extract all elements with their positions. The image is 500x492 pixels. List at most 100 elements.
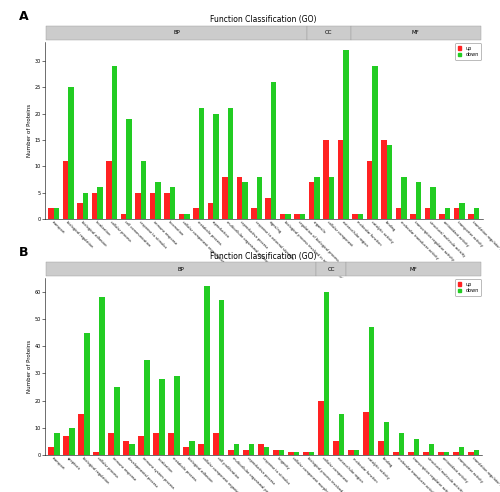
Bar xyxy=(352,214,358,219)
Bar xyxy=(393,452,398,455)
Bar xyxy=(251,209,256,219)
Bar xyxy=(324,292,330,455)
Bar xyxy=(316,262,346,276)
Bar xyxy=(350,26,481,40)
Bar xyxy=(249,444,254,455)
Text: MF: MF xyxy=(412,31,420,35)
Bar xyxy=(129,444,134,455)
Bar xyxy=(99,297,104,455)
Bar xyxy=(62,161,68,219)
Bar xyxy=(408,452,414,455)
Bar xyxy=(398,433,404,455)
Bar xyxy=(428,444,434,455)
Bar xyxy=(183,447,189,455)
Bar xyxy=(444,452,449,455)
Bar xyxy=(54,209,59,219)
Bar xyxy=(324,140,329,219)
Bar xyxy=(286,214,291,219)
Bar xyxy=(368,327,374,455)
Bar xyxy=(387,145,392,219)
Bar xyxy=(82,192,88,219)
Bar xyxy=(258,444,264,455)
Bar xyxy=(140,161,146,219)
Bar xyxy=(425,209,430,219)
Bar xyxy=(468,214,474,219)
Bar xyxy=(234,444,239,455)
Bar xyxy=(256,177,262,219)
Bar xyxy=(458,447,464,455)
Bar xyxy=(92,192,97,219)
Bar xyxy=(204,286,210,455)
Title: Function Classification (GO): Function Classification (GO) xyxy=(210,251,317,261)
Y-axis label: Number of Proteins: Number of Proteins xyxy=(27,104,32,157)
Bar xyxy=(48,209,54,219)
Bar xyxy=(153,433,159,455)
Bar xyxy=(307,26,350,40)
Bar xyxy=(228,450,234,455)
Bar xyxy=(363,412,368,455)
Bar xyxy=(64,436,69,455)
Bar xyxy=(278,450,284,455)
Bar xyxy=(474,450,479,455)
Bar xyxy=(318,400,324,455)
Bar xyxy=(228,108,233,219)
Bar xyxy=(193,209,198,219)
Bar xyxy=(294,452,300,455)
Bar xyxy=(264,447,270,455)
Bar xyxy=(416,182,422,219)
Bar xyxy=(453,452,458,455)
Bar xyxy=(271,82,276,219)
Bar xyxy=(288,452,294,455)
Bar xyxy=(93,452,99,455)
Bar xyxy=(445,209,450,219)
Bar xyxy=(126,119,132,219)
Bar xyxy=(236,177,242,219)
Bar xyxy=(106,161,112,219)
Bar xyxy=(208,203,213,219)
Bar xyxy=(155,182,160,219)
Bar xyxy=(174,376,180,455)
Legend: up, down: up, down xyxy=(455,43,481,60)
Text: BP: BP xyxy=(178,267,185,272)
Bar xyxy=(68,87,73,219)
Bar xyxy=(348,450,354,455)
Bar xyxy=(280,214,285,219)
Bar xyxy=(213,433,219,455)
Bar xyxy=(378,441,384,455)
Bar xyxy=(168,433,174,455)
Text: CC: CC xyxy=(328,267,335,272)
Bar xyxy=(338,414,344,455)
Bar xyxy=(198,108,204,219)
Bar xyxy=(300,214,306,219)
Bar xyxy=(314,177,320,219)
Bar xyxy=(222,177,228,219)
Bar xyxy=(402,177,407,219)
Bar xyxy=(120,214,126,219)
Bar xyxy=(430,187,436,219)
Title: Function Classification (GO): Function Classification (GO) xyxy=(210,15,317,25)
Bar xyxy=(219,300,224,455)
Bar xyxy=(468,452,473,455)
Bar xyxy=(78,414,84,455)
Bar xyxy=(46,26,307,40)
Bar xyxy=(243,450,249,455)
Bar xyxy=(184,214,190,219)
Bar xyxy=(213,114,218,219)
Bar xyxy=(358,214,364,219)
Bar xyxy=(309,182,314,219)
Bar xyxy=(112,66,117,219)
Bar xyxy=(338,140,344,219)
Bar xyxy=(54,433,60,455)
Bar xyxy=(346,262,481,276)
Text: MF: MF xyxy=(410,267,418,272)
Bar xyxy=(372,66,378,219)
Bar xyxy=(438,452,444,455)
Bar xyxy=(46,262,316,276)
Bar xyxy=(150,192,155,219)
Bar xyxy=(414,439,420,455)
Bar xyxy=(396,209,402,219)
Bar xyxy=(135,192,140,219)
Bar xyxy=(164,192,170,219)
Y-axis label: Number of Proteins: Number of Proteins xyxy=(27,340,32,393)
Bar xyxy=(138,436,144,455)
